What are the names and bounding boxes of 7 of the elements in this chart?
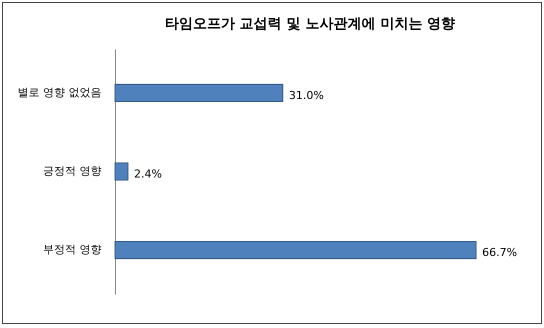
y-tick-label: 부정적 영향 <box>43 243 102 256</box>
data-label: 2.4% <box>134 168 162 180</box>
data-label: 31.0% <box>288 88 324 102</box>
chart-title: 타임오프가 교섭력 및 노사관계에 미치는 영향 <box>164 16 456 32</box>
y-tick-label: 별로 영향 없었음 <box>18 86 102 99</box>
y-tick-label: 긍정적 영향 <box>43 164 102 178</box>
data-label: 66.7% <box>482 246 518 260</box>
